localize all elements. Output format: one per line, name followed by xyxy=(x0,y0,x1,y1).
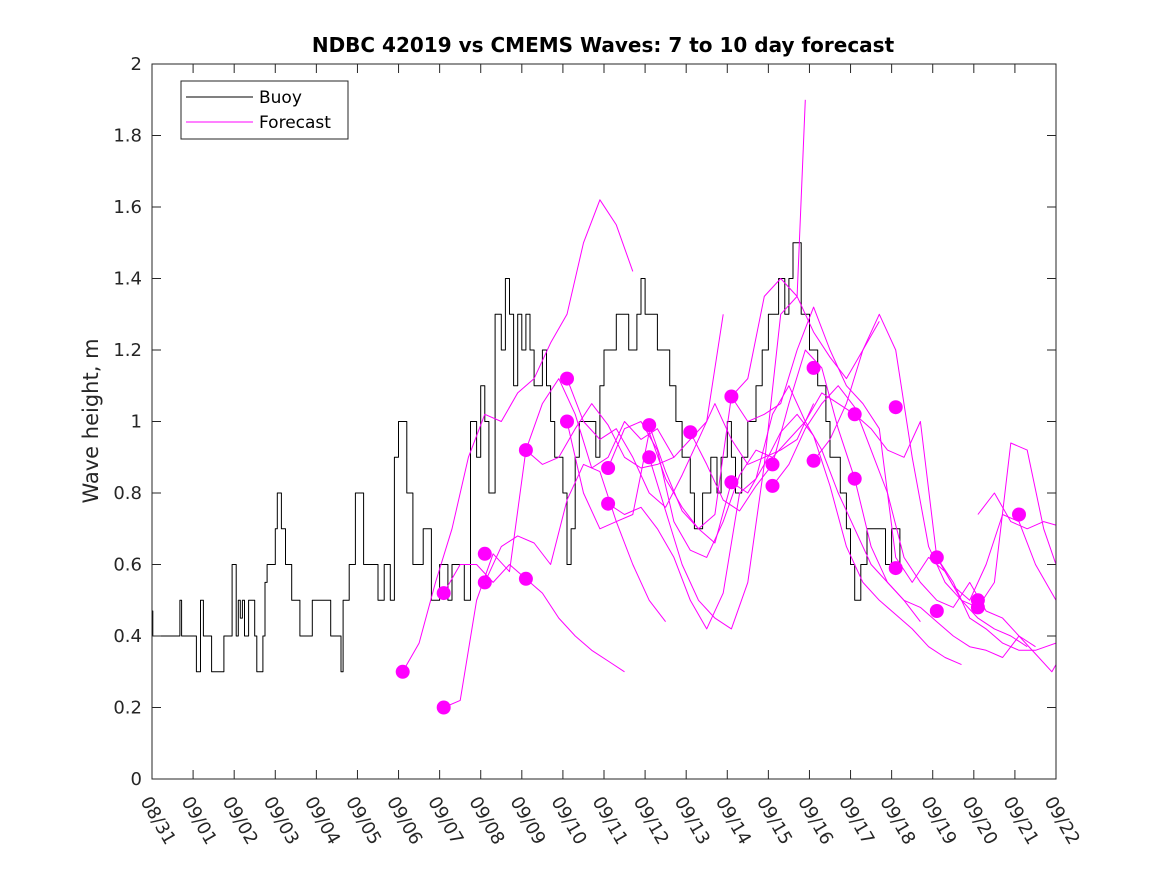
forecast-marker-point xyxy=(806,453,821,468)
forecast-marker-point xyxy=(601,461,616,475)
forecast-marker-point xyxy=(806,360,821,375)
forecast-marker-point xyxy=(436,700,451,715)
y-tick-label: 0.6 xyxy=(113,555,142,576)
y-tick-label: 1.8 xyxy=(113,126,142,147)
forecast-marker-point xyxy=(970,600,985,615)
y-tick-label: 0 xyxy=(131,769,142,790)
legend-box xyxy=(180,80,349,140)
forecast-marker-point xyxy=(847,471,862,486)
forecast-series-line-3 xyxy=(443,564,625,673)
forecast-series-line-1 xyxy=(402,199,634,673)
forecast-marker-point xyxy=(560,414,574,429)
forecast-marker-point xyxy=(765,457,780,472)
forecast-marker-point xyxy=(601,496,616,511)
forecast-series-line-14 xyxy=(772,385,1056,673)
forecast-series-line-18 xyxy=(977,492,1056,530)
forecast-series-line-16 xyxy=(854,413,1056,601)
forecast-marker-point xyxy=(477,575,492,590)
forecast-marker-point xyxy=(724,475,739,490)
forecast-series-line-17 xyxy=(936,557,1056,651)
forecast-marker-point xyxy=(888,400,903,415)
forecast-marker-point xyxy=(683,425,698,440)
y-tick-label: 0.2 xyxy=(113,698,142,719)
y-axis: 0 0.2 0.4 0.6 0.8 1 1.2 1.4 1.6 1.8 2 xyxy=(113,54,1056,790)
forecast-marker-point xyxy=(477,546,492,561)
forecast-marker-point xyxy=(642,450,657,465)
forecast-series-line-9 xyxy=(607,385,921,630)
forecast-marker-point xyxy=(642,418,657,433)
forecast-marker-point xyxy=(560,371,574,386)
y-tick-label: 0.4 xyxy=(113,626,142,647)
forecast-series-line-6 xyxy=(566,378,815,508)
forecast-marker-point xyxy=(929,604,944,618)
forecast-marker-point xyxy=(847,407,862,422)
forecast-marker-point xyxy=(929,550,944,565)
forecast-marker-point xyxy=(765,478,780,493)
legend-forecast-label: Forecast xyxy=(259,113,331,133)
marker-layer xyxy=(395,360,1026,715)
forecast-marker-point xyxy=(1012,507,1026,522)
forecast-marker-point xyxy=(518,443,533,458)
forecast-marker-point xyxy=(395,664,410,679)
y-tick-label: 0.8 xyxy=(113,483,142,504)
y-tick-label: 1.6 xyxy=(113,197,142,218)
forecast-series-line-4 xyxy=(484,463,666,623)
forecast-series-line-8 xyxy=(607,392,855,558)
y-tick-label: 2 xyxy=(131,54,142,75)
legend: Buoy Forecast xyxy=(180,80,349,140)
forecast-series-line-11 xyxy=(648,99,806,630)
forecast-series-line-13 xyxy=(730,306,1028,648)
forecast-series-line-7 xyxy=(566,278,880,530)
series-layer xyxy=(152,99,1056,708)
forecast-marker-point xyxy=(436,586,451,601)
y-tick-label: 1.4 xyxy=(113,269,142,290)
y-axis-label: Wave height, m xyxy=(79,338,103,503)
forecast-marker-point xyxy=(888,561,903,576)
y-tick-label: 1.2 xyxy=(113,340,142,361)
y-tick-label: 1 xyxy=(131,412,142,433)
forecast-series-line-10 xyxy=(648,413,962,666)
forecast-series-line-15 xyxy=(813,313,1056,608)
chart-title: NDBC 42019 vs CMEMS Waves: 7 to 10 day f… xyxy=(312,33,895,57)
buoy-series-line xyxy=(152,242,901,673)
forecast-marker-point xyxy=(518,571,533,586)
forecast-marker-point xyxy=(724,389,739,404)
forecast-series-line-5 xyxy=(525,314,724,469)
legend-buoy-label: Buoy xyxy=(259,88,302,108)
forecast-series-line-12 xyxy=(689,349,1036,658)
